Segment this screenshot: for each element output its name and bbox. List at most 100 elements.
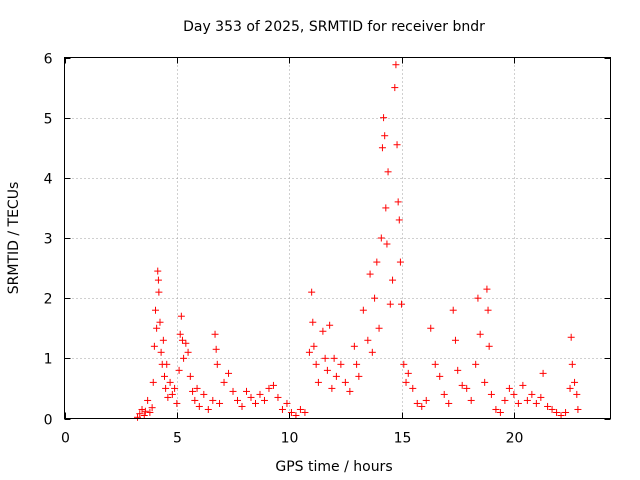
data-point [312, 360, 320, 368]
x-tick-label: 10 [281, 431, 299, 447]
data-point [537, 393, 545, 401]
data-point [301, 408, 309, 416]
data-point [216, 399, 224, 407]
data-point [292, 411, 300, 419]
data-point [220, 378, 228, 386]
data-point [391, 84, 399, 92]
data-point [398, 300, 406, 308]
data-point [209, 396, 217, 404]
data-point [138, 405, 146, 413]
x-tick-label: 0 [61, 431, 70, 447]
data-point [134, 413, 142, 421]
data-point [195, 402, 203, 410]
data-point [359, 306, 367, 314]
y-tick-label: 6 [44, 52, 53, 68]
data-point [319, 327, 327, 335]
data-point [269, 381, 277, 389]
data-point [154, 276, 162, 284]
data-point [371, 294, 379, 302]
data-point [193, 384, 201, 392]
data-point [247, 393, 255, 401]
data-point [225, 369, 233, 377]
data-point [476, 330, 484, 338]
data-point [366, 270, 374, 278]
data-point [140, 411, 148, 419]
data-point [402, 378, 410, 386]
data-point [377, 234, 385, 242]
data-point [314, 378, 322, 386]
data-point [382, 204, 390, 212]
data-point [484, 306, 492, 314]
data-point [200, 390, 208, 398]
data-point [182, 339, 190, 347]
data-point [211, 330, 219, 338]
data-point [148, 404, 156, 412]
y-tick-label: 2 [44, 292, 53, 308]
data-point [212, 345, 220, 353]
data-point [496, 408, 504, 416]
data-point [384, 168, 392, 176]
data-point [168, 390, 176, 398]
data-point [519, 381, 527, 389]
data-point [337, 360, 345, 368]
data-point [392, 61, 400, 69]
y-axis-label: SRMTID / TECUs [6, 182, 22, 295]
data-point [487, 390, 495, 398]
data-point [152, 306, 159, 314]
data-point [413, 399, 421, 407]
data-point [355, 372, 363, 380]
data-point [568, 360, 576, 368]
data-point [141, 407, 149, 415]
data-point [544, 402, 552, 410]
data-point [501, 396, 509, 404]
data-point [238, 402, 246, 410]
data-point [310, 342, 318, 350]
data-point [166, 378, 174, 386]
data-point [393, 141, 401, 149]
data-point [383, 240, 391, 248]
data-point [422, 396, 430, 404]
data-point [548, 405, 556, 413]
data-point [445, 399, 453, 407]
data-point [483, 285, 491, 293]
data-point [173, 399, 181, 407]
data-point [492, 405, 500, 413]
data-point [177, 312, 185, 320]
data-point [436, 372, 444, 380]
data-point [431, 360, 439, 368]
data-point [171, 384, 179, 392]
data-point [485, 342, 493, 350]
data-point [528, 390, 536, 398]
data-point [427, 324, 435, 332]
data-point [346, 387, 354, 395]
data-point [454, 366, 462, 374]
data-point [256, 390, 264, 398]
data-point [373, 258, 381, 266]
y-tick-label: 3 [44, 232, 53, 248]
data-point [159, 336, 167, 344]
data-point [364, 336, 372, 344]
data-point [178, 336, 186, 344]
data-point [176, 330, 184, 338]
data-point [404, 369, 412, 377]
data-point [523, 396, 531, 404]
data-point [467, 396, 475, 404]
data-point [278, 405, 286, 413]
data-point [149, 378, 157, 386]
data-point [162, 384, 170, 392]
data-point [332, 372, 340, 380]
y-tick-label: 4 [44, 172, 53, 188]
data-point [396, 258, 404, 266]
data-point [229, 387, 237, 395]
y-tick-label: 5 [44, 112, 53, 128]
data-point [328, 384, 336, 392]
data-point [472, 360, 480, 368]
data-point [505, 384, 513, 392]
data-point [154, 267, 162, 275]
data-point [160, 372, 168, 380]
data-point [449, 306, 457, 314]
data-point [458, 381, 466, 389]
data-point [308, 288, 316, 296]
data-point [265, 384, 273, 392]
